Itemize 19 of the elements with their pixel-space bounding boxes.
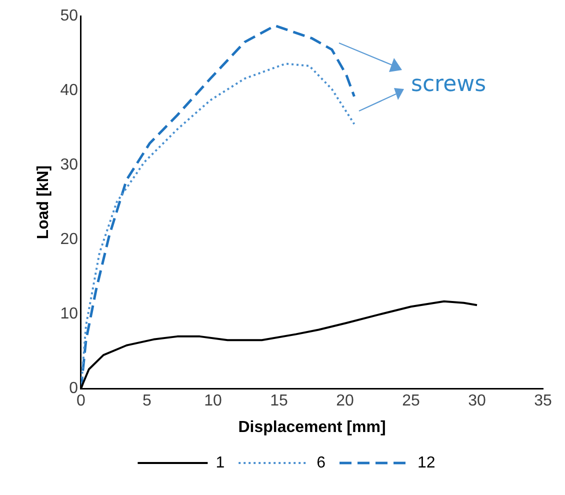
legend-label: 12: [418, 454, 436, 472]
x-tick-label: 15: [270, 392, 288, 410]
y-tick-label: 30: [60, 156, 78, 174]
y-tick-label: 20: [60, 230, 78, 248]
legend-label: 1: [216, 454, 225, 472]
y-tick-label: 40: [60, 82, 78, 99]
x-tick-label: 10: [204, 392, 222, 410]
y-tick-label: 10: [60, 305, 78, 322]
x-tick-label: 30: [468, 392, 486, 410]
x-axis-title: Displacement [mm]: [238, 418, 386, 436]
legend-label: 6: [316, 454, 326, 472]
y-tick-label: 0: [69, 380, 78, 398]
x-tick-label: 35: [534, 392, 552, 410]
x-tick-label: 20: [336, 392, 354, 410]
x-tick-label: 25: [402, 392, 420, 410]
annotation: screws: [411, 72, 486, 97]
y-axis-title: Load [kN]: [35, 165, 52, 240]
x-tick-label: 5: [142, 392, 152, 410]
y-tick-label: 50: [60, 7, 78, 24]
